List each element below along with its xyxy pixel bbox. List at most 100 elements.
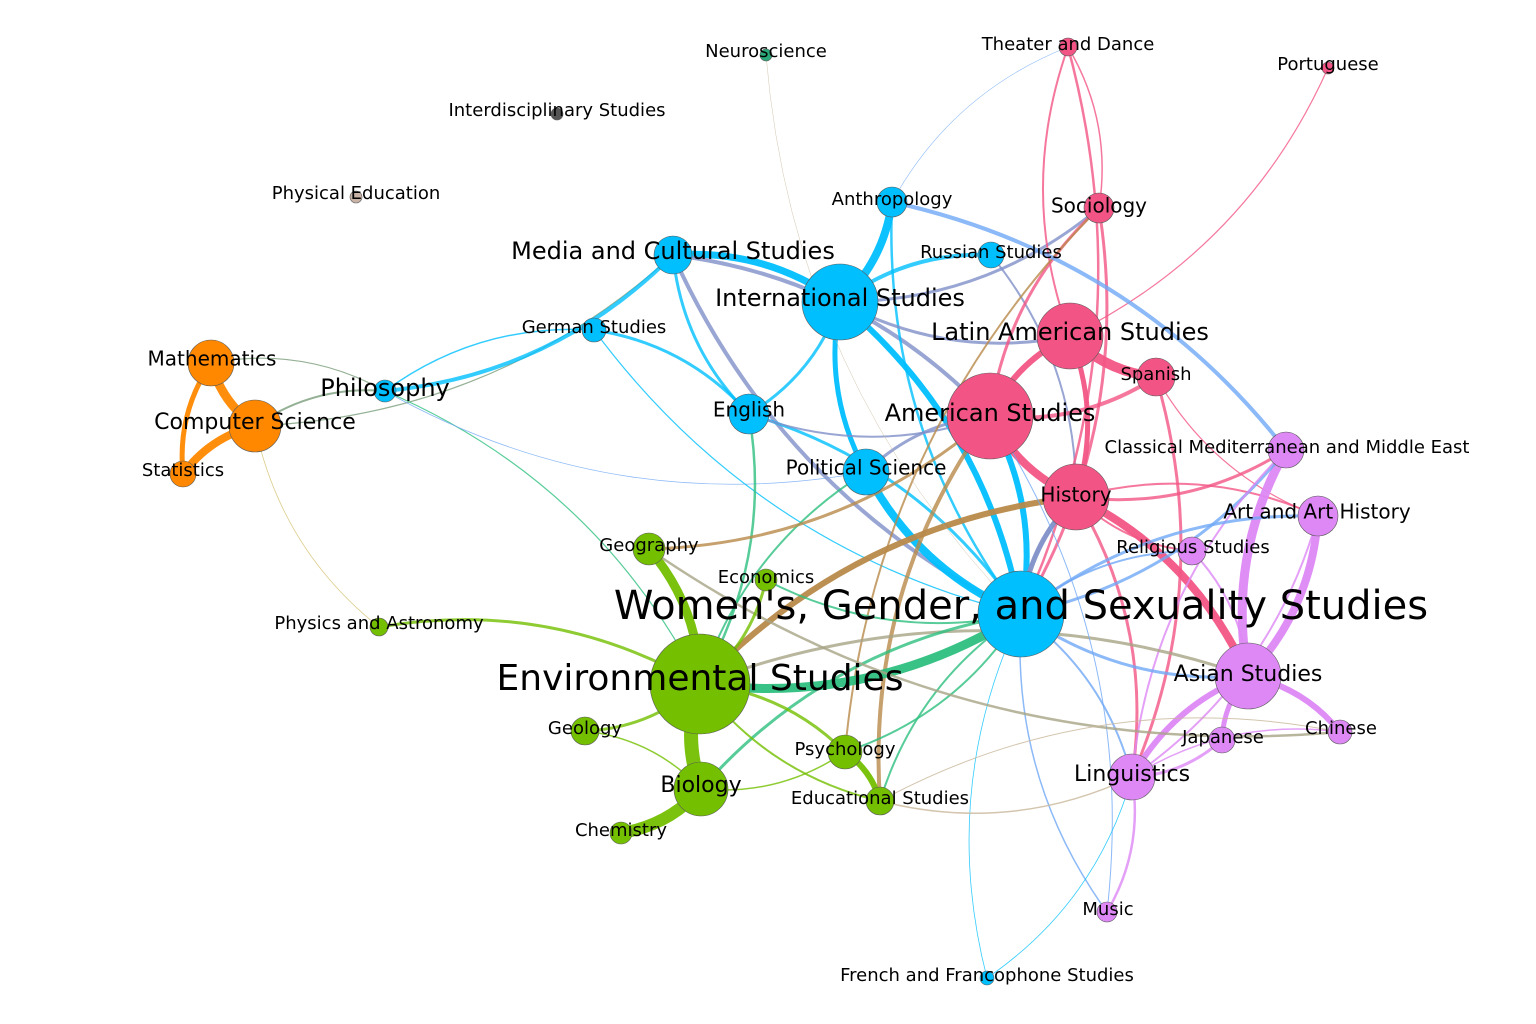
node-media[interactable] [653, 235, 693, 275]
label-intl: International Studies [715, 284, 965, 312]
edge-philo-polsci [384, 390, 867, 485]
node-chinese[interactable] [1327, 719, 1353, 745]
labels-layer: Women's, Gender, and Sexuality Studies En… [142, 34, 1470, 986]
label-stats: Statistics [142, 460, 224, 481]
edge-german-english [592, 328, 751, 416]
node-math[interactable] [187, 339, 235, 387]
label-english: English [713, 398, 785, 422]
edge-anthro-theater [891, 46, 1069, 203]
edge-philo-german [384, 328, 595, 392]
label-bio: Biology [660, 773, 741, 798]
node-psych[interactable] [827, 734, 863, 770]
edge-wgss-bio [699, 612, 1023, 791]
node-chem[interactable] [609, 821, 633, 845]
label-hist: History [1040, 483, 1111, 507]
edge-philo-media [383, 253, 675, 393]
edge-anthro-wgss [890, 200, 1023, 616]
label-chinese: Chinese [1305, 718, 1377, 739]
label-german: German Studies [522, 317, 667, 338]
edge-philo-env [384, 390, 701, 685]
edge-hist-env [697, 494, 1079, 687]
node-russian[interactable] [977, 241, 1005, 269]
node-socio[interactable] [1083, 192, 1115, 224]
node-spanish[interactable] [1136, 357, 1176, 397]
label-philo: Philosophy [320, 374, 450, 402]
node-edu[interactable] [865, 786, 895, 816]
edge-music-amst [989, 415, 1113, 913]
label-theater: Theater and Dance [981, 34, 1155, 55]
node-wgss[interactable] [977, 570, 1065, 658]
label-socio: Sociology [1051, 194, 1147, 218]
edge-spanish-ling [1130, 375, 1183, 779]
label-arth: Art and Art History [1223, 500, 1411, 524]
node-theater[interactable] [1058, 37, 1078, 57]
node-physics[interactable] [369, 617, 389, 637]
label-interd: Interdisciplinary Studies [448, 100, 665, 121]
label-french: French and Francophone Studies [840, 965, 1134, 986]
label-russian: Russian Studies [920, 242, 1062, 263]
label-japan: Japanese [1181, 727, 1264, 748]
node-polsci[interactable] [842, 448, 890, 496]
node-french[interactable] [979, 970, 995, 986]
node-stats[interactable] [169, 460, 197, 488]
node-econ[interactable] [754, 568, 778, 592]
node-geology[interactable] [570, 716, 600, 746]
edge-english-wgss [747, 412, 1023, 616]
label-edu: Educational Studies [791, 788, 969, 809]
edge-asian-env [698, 629, 1250, 686]
label-ling: Linguistics [1074, 762, 1190, 787]
edge-classical-ling [1131, 449, 1287, 778]
label-latam: Latin American Studies [931, 318, 1209, 346]
node-cs[interactable] [228, 399, 282, 453]
label-spanish: Spanish [1120, 364, 1191, 385]
label-geology: Geology [548, 718, 622, 739]
node-env[interactable] [649, 633, 751, 735]
label-psych: Psychology [795, 739, 896, 760]
node-latam[interactable] [1036, 302, 1104, 370]
node-classical[interactable] [1267, 431, 1305, 469]
node-asian[interactable] [1214, 642, 1282, 710]
node-port[interactable] [1321, 61, 1335, 75]
node-bio[interactable] [673, 761, 729, 817]
edge-cs-media [254, 254, 674, 427]
edge-amst-edu [876, 414, 992, 803]
node-hist[interactable] [1042, 463, 1110, 531]
label-wgss: Women's, Gender, and Sexuality Studies [614, 583, 1428, 629]
label-anthro: Anthropology [832, 189, 953, 210]
node-english[interactable] [728, 393, 770, 435]
label-neuro: Neuroscience [705, 41, 827, 62]
node-amst[interactable] [946, 372, 1034, 460]
edge-amst-geog [647, 414, 992, 551]
node-pe[interactable] [349, 190, 363, 204]
label-relig: Religious Studies [1116, 537, 1270, 558]
node-music[interactable] [1096, 901, 1118, 923]
edge-socio-theater [1067, 46, 1103, 209]
label-geog: Geography [599, 535, 699, 556]
edge-anthro-classical [890, 200, 1288, 452]
node-philo[interactable] [373, 379, 397, 403]
node-german[interactable] [581, 317, 607, 343]
node-geog[interactable] [632, 532, 666, 566]
edge-edu-chinese [879, 717, 1341, 802]
node-neuro[interactable] [759, 48, 773, 62]
node-relig[interactable] [1177, 536, 1207, 566]
node-intl[interactable] [801, 263, 879, 341]
label-classical: Classical Mediterranean and Middle East [1105, 437, 1470, 458]
edge-cs-physics [254, 425, 380, 628]
edge-socio-wgss [1019, 206, 1109, 616]
node-interd[interactable] [550, 107, 564, 121]
edge-latam-port [1069, 67, 1329, 337]
label-cs: Computer Science [154, 410, 356, 435]
nodes-layer [169, 37, 1353, 986]
node-japan[interactable] [1208, 726, 1236, 754]
label-econ: Economics [718, 567, 815, 588]
node-arth[interactable] [1297, 495, 1339, 537]
node-ling[interactable] [1108, 753, 1156, 801]
label-asian: Asian Studies [1174, 662, 1323, 687]
node-anthro[interactable] [876, 186, 908, 218]
label-amst: American Studies [885, 399, 1096, 427]
label-polsci: Political Science [786, 456, 947, 480]
edge-german-wgss [593, 329, 1022, 615]
edge-edu-ling [879, 776, 1133, 814]
